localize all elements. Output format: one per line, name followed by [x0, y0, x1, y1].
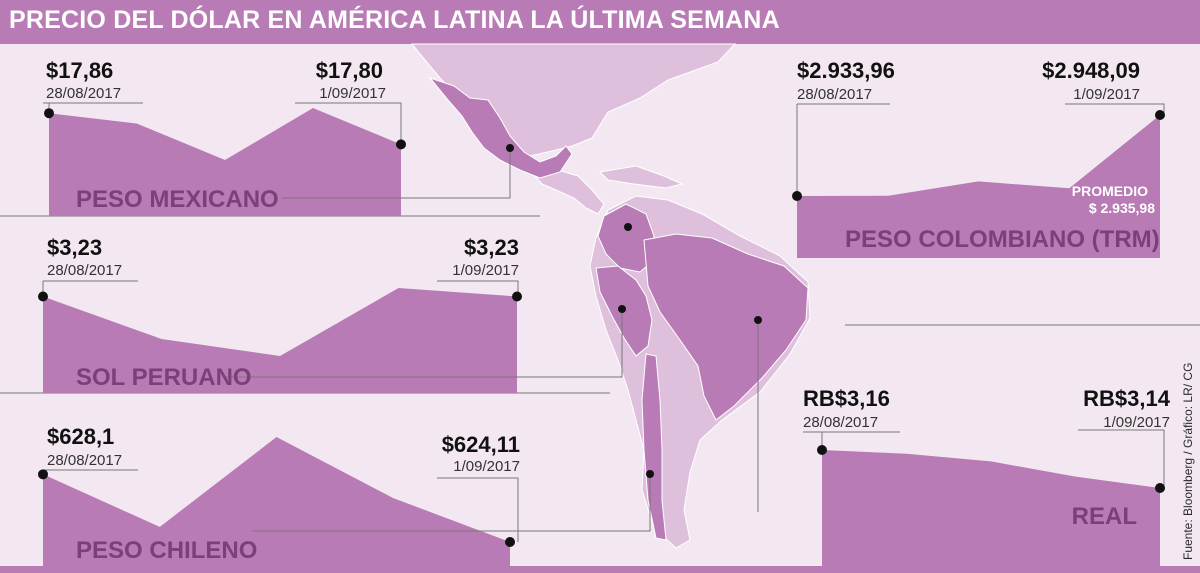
data-point	[38, 291, 48, 302]
leader-line	[295, 102, 402, 145]
series-area	[822, 450, 1160, 566]
data-point	[38, 469, 48, 480]
first-date-label: 28/08/2017	[803, 414, 878, 431]
series-name-label: PESO COLOMBIANO (TRM)	[845, 226, 1160, 253]
map-dot	[754, 316, 762, 324]
last-value-label: RB$3,14	[1083, 386, 1171, 411]
map-mexico	[428, 76, 573, 179]
chile-panel: $628,1 28/08/2017 $624,111/09/2017 PESO CHI…	[38, 424, 654, 566]
map-dot	[646, 470, 654, 478]
data-point	[1155, 483, 1165, 493]
brazil-panel: RB$3,16 28/08/2017 RB$3,14 1/09/2017 REAL	[754, 316, 1171, 566]
header-bar: PRECIO DEL DÓLAR EN AMÉRICA LATINA LA ÚL…	[0, 0, 1200, 44]
data-point	[817, 445, 827, 455]
series-name-label: PESO CHILENO	[76, 537, 257, 564]
series-area	[49, 108, 401, 216]
data-point	[1155, 110, 1165, 120]
series-area	[43, 437, 510, 566]
first-value-label: RB$3,16	[803, 386, 890, 411]
map-dot	[624, 223, 632, 231]
first-date-label: 28/08/2017	[47, 262, 122, 279]
last-value-label: $624,11	[442, 432, 520, 457]
map-brazil	[643, 233, 809, 421]
series-area	[43, 288, 517, 393]
first-value-label: $628,1	[47, 424, 114, 449]
colombia-panel: $2.933,96 28/08/2017 $2.948,09 1/09/2017 PES…	[624, 58, 1165, 258]
mexico-panel: $17,86 28/08/2017 $17,80 1/09/2017 PESO MEXI…	[43, 58, 514, 216]
last-date-label: 1/09/2017	[453, 458, 520, 475]
first-value-label: $2.933,96	[797, 58, 895, 83]
last-value-label: $3,23	[464, 235, 519, 260]
data-point	[44, 108, 54, 119]
first-date-label: 28/08/2017	[47, 452, 122, 469]
last-value-label: $17,80	[316, 58, 383, 83]
data-point	[512, 291, 522, 302]
map-dot	[506, 144, 514, 152]
last-date-label: 1/09/2017	[319, 85, 386, 102]
first-date-label: 28/08/2017	[797, 86, 872, 103]
page-title: PRECIO DEL DÓLAR EN AMÉRICA LATINA LA ÚL…	[9, 6, 780, 34]
series-name-label: REAL	[1072, 503, 1137, 530]
first-value-label: $3,23	[47, 235, 102, 260]
map-connector	[282, 148, 511, 199]
series-area	[797, 115, 1160, 258]
first-date-label: 28/08/2017	[46, 85, 121, 102]
footer-bar	[0, 566, 1200, 573]
leader-line	[437, 280, 519, 297]
map-connector	[252, 474, 651, 532]
leader-line	[1065, 103, 1165, 115]
last-date-label: 1/09/2017	[1073, 86, 1140, 103]
last-date-label: 1/09/2017	[452, 262, 519, 279]
series-name-label: PESO MEXICANO	[76, 186, 279, 213]
last-date-label: 1/09/2017	[1103, 414, 1170, 431]
map-connector	[223, 309, 623, 378]
leader-line	[1078, 429, 1165, 488]
latin-america-map	[410, 43, 811, 549]
map-chile	[641, 353, 667, 541]
average-label: PROMEDIO	[1072, 183, 1148, 199]
leader-line	[437, 477, 519, 542]
last-value-label: $2.948,09	[1042, 58, 1140, 83]
peru-panel: $3,23 28/08/2017 $3,23 1/09/2017 SOL PERUANO	[38, 235, 626, 393]
map-caribbean	[598, 165, 684, 189]
average-value: $ 2.935,98	[1089, 200, 1155, 216]
data-point	[396, 139, 406, 150]
first-value-label: $17,86	[46, 58, 113, 83]
map-central-america	[534, 169, 605, 215]
map-dot	[618, 305, 626, 313]
data-point	[505, 537, 515, 547]
data-point	[792, 191, 802, 201]
series-name-label: SOL PERUANO	[76, 364, 252, 391]
source-note: Fuente: Bloomberg / Gráfico: LR/ CG	[1181, 362, 1195, 560]
